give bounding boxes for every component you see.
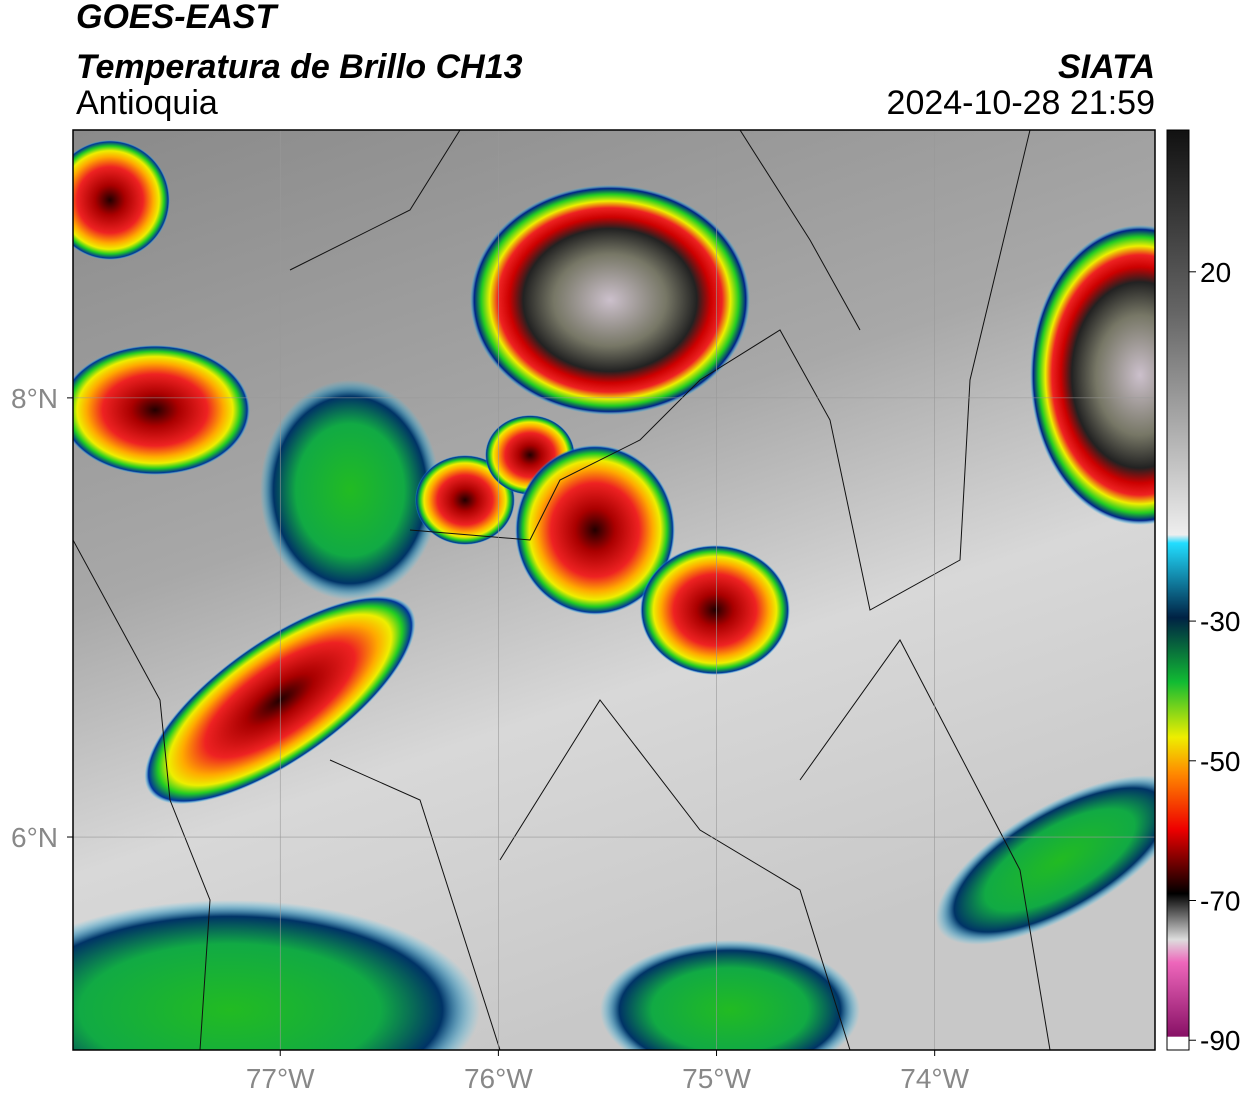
cloud <box>73 900 480 1050</box>
storm <box>415 455 515 545</box>
storm <box>515 445 675 615</box>
y-tick-label: 8°N <box>11 383 58 414</box>
map-frame <box>72 129 1156 1051</box>
map <box>73 130 1155 1050</box>
storm <box>73 140 170 260</box>
storm <box>640 545 790 675</box>
storm <box>73 345 250 475</box>
storm <box>470 185 750 415</box>
colorbar-tick-label: 20 <box>1200 257 1231 288</box>
colorbar-tick-label: -90 <box>1200 1025 1240 1056</box>
title: GOES-EAST <box>76 0 279 36</box>
borders <box>73 130 1051 1050</box>
source: SIATA <box>1058 48 1155 86</box>
cloud <box>935 775 1155 945</box>
x-tick-label: 77°W <box>246 1063 315 1094</box>
timestamp: 2024-10-28 21:59 <box>887 84 1155 122</box>
colorbar-tick-label: -50 <box>1200 746 1240 777</box>
y-tick-label: 6°N <box>11 822 58 853</box>
colorbar <box>1166 129 1190 1051</box>
storm <box>1030 225 1155 525</box>
cloud <box>260 380 440 600</box>
x-tick-label: 76°W <box>464 1063 533 1094</box>
subtitle: Temperatura de Brillo CH13 <box>76 48 523 86</box>
cloud <box>600 940 860 1050</box>
colorbar-tick-label: -30 <box>1200 606 1240 637</box>
x-tick-label: 75°W <box>682 1063 751 1094</box>
colorbar-tick-label: -70 <box>1200 886 1240 917</box>
region: Antioquia <box>76 84 218 122</box>
x-tick-label: 74°W <box>900 1063 969 1094</box>
